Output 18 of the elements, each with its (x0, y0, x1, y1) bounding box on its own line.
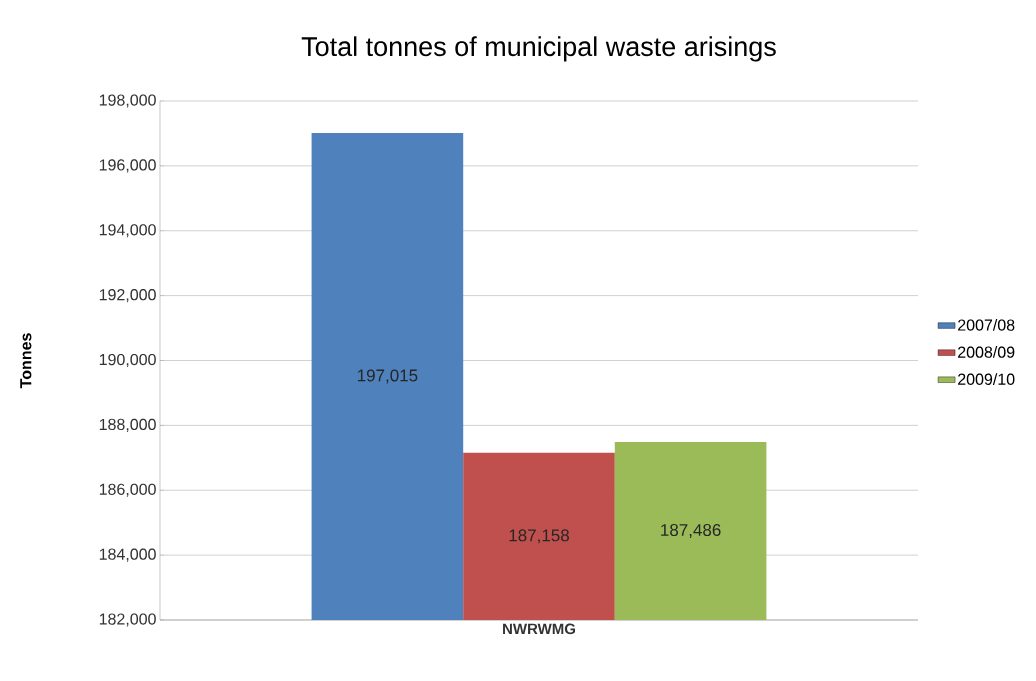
y-tick-label: 194,000 (99, 224, 156, 238)
legend-label: 2009/10 (958, 373, 1015, 385)
y-tick-label: 190,000 (99, 353, 156, 368)
y-tick-label: 184,000 (99, 548, 156, 562)
data-label: 187,158 (509, 529, 569, 544)
legend-label: 2007/08 (958, 319, 1015, 331)
legend-label: 2008/09 (958, 346, 1015, 358)
y-axis-title: Tonnes (20, 333, 32, 389)
chart-title: Total tonnes of municipal waste arisings (301, 36, 776, 62)
y-tick-label: 198,000 (99, 94, 156, 108)
x-tick-label: NWRWMG (503, 623, 575, 635)
y-tick-label: 196,000 (99, 159, 156, 173)
data-label: 197,015 (357, 369, 418, 384)
y-tick-label: 192,000 (99, 289, 156, 303)
y-tick-label: 186,000 (99, 483, 156, 497)
y-tick-label: 182,000 (99, 613, 156, 627)
y-tick-label: 188,000 (99, 418, 156, 432)
data-label: 187,486 (661, 524, 721, 539)
